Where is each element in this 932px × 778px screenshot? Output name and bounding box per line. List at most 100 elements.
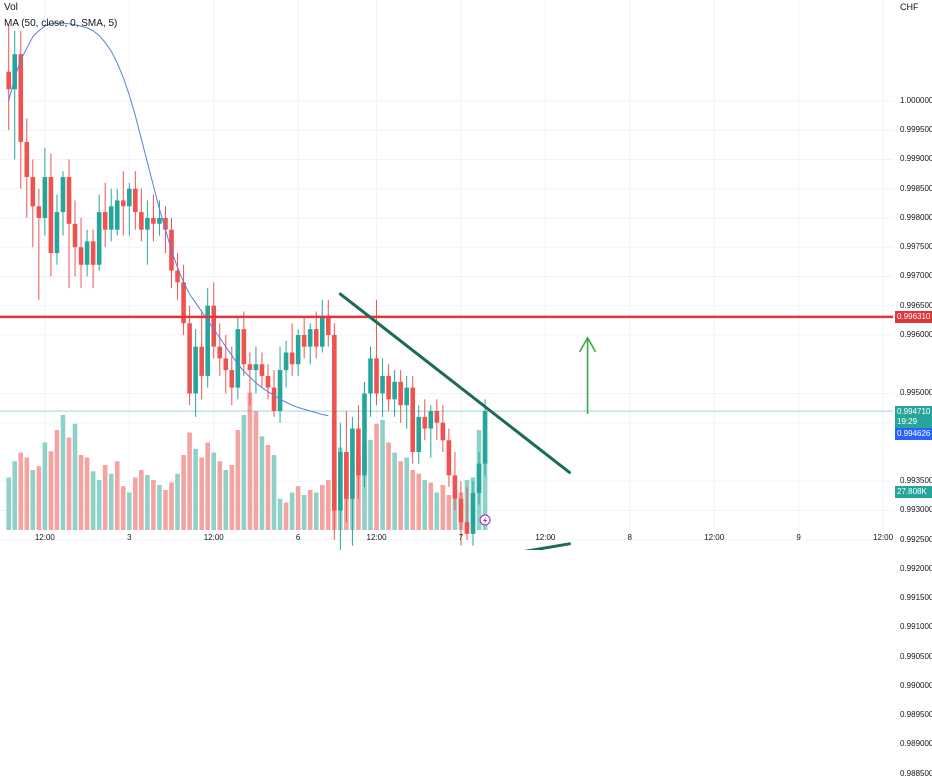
time-tick-label: 3 [127, 533, 132, 542]
candle-body [422, 416, 428, 429]
candle-body [452, 475, 458, 499]
time-tick-label: 12:00 [203, 533, 224, 542]
price-tick-label: 0.990500 [900, 651, 932, 661]
candle-body [392, 381, 397, 400]
volume-bar [404, 457, 409, 530]
volume-bar [169, 482, 174, 530]
candle-body [127, 188, 132, 207]
currency-label: CHF [900, 2, 919, 12]
candle-body [199, 346, 204, 376]
candle-body [386, 375, 391, 400]
price-tick-label: 0.995000 [900, 388, 932, 398]
price-tick-label: 1.000000 [900, 95, 932, 105]
volume-bar [223, 470, 229, 530]
volume-bar [380, 420, 385, 530]
candle-body [301, 334, 307, 347]
volume-bar [66, 437, 72, 530]
volume-bar [271, 455, 277, 530]
candle-body [374, 358, 379, 394]
candle-body [404, 387, 409, 406]
volume-bar [199, 457, 204, 530]
candle-body [139, 212, 144, 230]
price-tick-label: 0.989000 [900, 739, 932, 749]
price-tick-label: 0.989500 [900, 710, 932, 720]
volume-bar [446, 495, 452, 530]
volume-bar [416, 473, 422, 530]
candle-body [470, 492, 476, 534]
volume-bar [247, 392, 253, 530]
price-tick-label: 0.993500 [900, 476, 932, 486]
current-price-value: 0.994710 [897, 407, 931, 417]
candle-body [362, 393, 367, 476]
price-tick-label: 0.993000 [900, 505, 932, 515]
candle-body [114, 200, 120, 230]
volume-bar [319, 485, 325, 530]
candle-body [319, 317, 325, 347]
candle-body [223, 358, 229, 371]
volume-bar [434, 492, 440, 530]
candle-body [344, 451, 349, 499]
candle-body [42, 177, 48, 218]
volume-bar [205, 442, 210, 530]
resistance-price-badge: 0.996310 [895, 310, 932, 323]
candle-body [157, 217, 162, 224]
volume-bar [482, 440, 488, 530]
volume-bar [84, 457, 90, 530]
volume-bar [253, 411, 259, 530]
candle-body [18, 54, 24, 142]
candle-body [338, 451, 343, 511]
candlestick-chart [0, 0, 893, 550]
volume-bar [78, 455, 84, 530]
volume-bar [6, 477, 11, 530]
ma-value-badge: 0.994626 [895, 428, 932, 441]
volume-bar [452, 498, 458, 530]
candle-body [187, 323, 192, 394]
volume-bar [259, 436, 265, 530]
volume-bar [157, 485, 162, 530]
upper-trendline [338, 292, 571, 474]
candle-body [163, 217, 168, 230]
time-tick-label: 12:00 [366, 533, 387, 542]
plot-area [0, 0, 893, 530]
volume-bar [229, 465, 235, 530]
volume-bar [235, 430, 241, 530]
volume-bar [277, 498, 283, 530]
price-tick-label: 0.999000 [900, 154, 932, 164]
volume-bar [120, 486, 126, 530]
ma-legend[interactable]: MA (50, close, 0, SMA, 5) [4, 18, 118, 29]
volume-bar [102, 465, 108, 530]
candle-body [205, 305, 210, 376]
volume-value-badge: 27.808K [895, 486, 932, 498]
candle-body [289, 352, 295, 365]
candle-body [398, 381, 403, 406]
volume-bar [193, 448, 198, 530]
candle-body [440, 422, 446, 441]
volume-bar [175, 473, 180, 530]
price-tick-label: 0.998000 [900, 212, 932, 222]
candle-body [482, 411, 488, 464]
volume-bar [187, 432, 192, 530]
volume-bar [386, 442, 391, 530]
time-tick-label: 12:00 [535, 533, 556, 542]
volume-bar [54, 430, 60, 530]
candle-body [356, 428, 361, 476]
volume-bar [368, 440, 373, 530]
volume-bar [127, 492, 132, 530]
price-tick-label: 0.997500 [900, 242, 932, 252]
volume-legend[interactable]: Vol [4, 2, 18, 13]
candle-body [241, 329, 247, 365]
candle-body [229, 370, 235, 388]
candle-body [72, 223, 78, 248]
candle-body [48, 177, 54, 254]
volume-bar [301, 495, 307, 530]
volume-bar [313, 492, 319, 530]
volume-bar [295, 486, 301, 530]
candle-body [350, 428, 355, 499]
candle-body [313, 329, 319, 347]
volume-bar [362, 445, 367, 530]
candle-body [217, 346, 223, 359]
candle-body [36, 206, 42, 218]
candle-body [295, 334, 301, 365]
volume-bar [410, 470, 416, 530]
volume-bar [96, 480, 102, 530]
